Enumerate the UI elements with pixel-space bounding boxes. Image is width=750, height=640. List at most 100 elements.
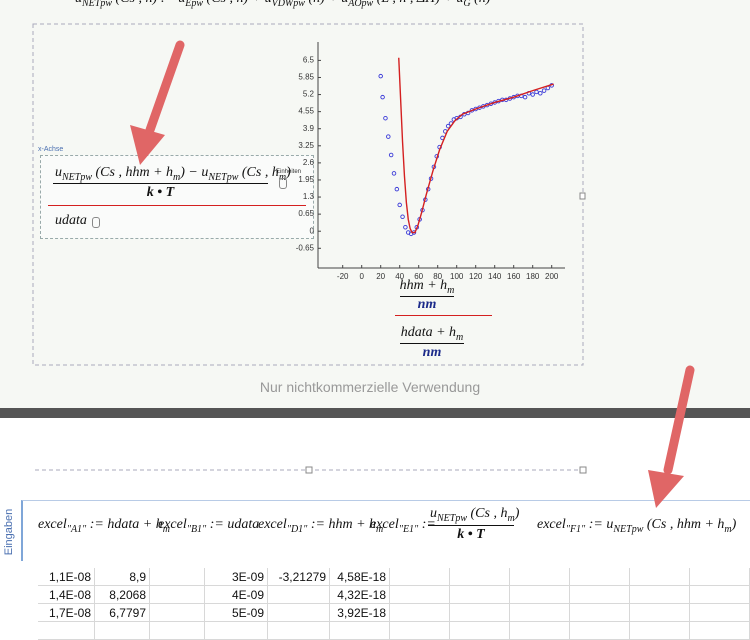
cell[interactable] <box>150 586 205 604</box>
x-tick-label: 60 <box>414 272 423 281</box>
formula-text: (Cs , n) + u <box>203 0 272 6</box>
formula-text: excel <box>158 517 187 532</box>
formula-text: := <box>418 517 436 532</box>
y-tick-label: 0.65 <box>298 209 314 218</box>
point <box>397 202 402 208</box>
formula-text: ) − u <box>180 165 209 180</box>
subscript: "E1" <box>398 523 419 535</box>
subscript: "F1" <box>565 523 586 535</box>
x-tick-label: 200 <box>545 272 559 281</box>
excel-formula: excel"D1" := hhm + hm <box>258 517 383 535</box>
x-label-numerator: hhm + hm <box>395 278 459 296</box>
formula-text: := hdata + h <box>86 517 163 532</box>
subscript: "B1" <box>186 523 207 535</box>
cell[interactable] <box>390 604 450 622</box>
subscript: m <box>376 523 384 535</box>
subscript: m <box>456 331 464 343</box>
formula-text: k • T <box>457 527 485 542</box>
subscript: m <box>507 512 515 524</box>
cell[interactable] <box>630 568 690 586</box>
cell[interactable]: 3,92E-18 <box>330 604 390 622</box>
x-tick-label: 160 <box>507 272 521 281</box>
cell[interactable] <box>510 568 570 586</box>
subscript: m <box>278 171 287 183</box>
point <box>394 186 400 192</box>
y-tick-label: 3.9 <box>303 124 315 133</box>
x-tick-label: 140 <box>488 272 502 281</box>
point <box>388 152 394 158</box>
point <box>378 73 383 79</box>
y-tick-label: 5.85 <box>298 73 314 82</box>
cell[interactable]: 8,2068 <box>95 586 150 604</box>
subscript: Epw <box>185 0 204 9</box>
cell[interactable] <box>450 586 510 604</box>
formula-text: k • T <box>146 185 175 200</box>
x-tick-label: 80 <box>433 272 442 281</box>
plot: 6.5 5.85 5.2 4.55 3.9 3.25 2.6 1.95 1.3 0.65 0 -0.6… <box>296 42 565 281</box>
excel-formula: excel"E1" := <box>370 517 436 535</box>
cell[interactable] <box>510 604 570 622</box>
cell[interactable]: 3E-09 <box>205 568 268 586</box>
header-formula: uNETpw (Cs , n) := uEpw (Cs , n) + uVDWp… <box>75 0 490 9</box>
cell[interactable] <box>390 586 450 604</box>
subscript: NETpw <box>613 523 644 535</box>
input-region[interactable] <box>21 500 750 561</box>
cell[interactable] <box>570 586 630 604</box>
subscript: NETpw <box>62 171 93 183</box>
cell[interactable] <box>570 604 630 622</box>
axis-label-box[interactable] <box>40 155 314 239</box>
formula-text: (Cs , hhm + h <box>92 165 174 180</box>
region-frame <box>32 23 584 366</box>
cell[interactable]: 8,9 <box>95 568 150 586</box>
cell[interactable]: 6,7797 <box>95 604 150 622</box>
subscript: m <box>162 523 170 535</box>
cell[interactable] <box>570 568 630 586</box>
cell[interactable] <box>268 604 330 622</box>
y-tick-label: 5.2 <box>303 90 315 99</box>
x-tick-label: 40 <box>395 272 404 281</box>
cell[interactable]: 4E-09 <box>205 586 268 604</box>
y-tick-label: -0.65 <box>296 243 315 252</box>
cell[interactable] <box>150 604 205 622</box>
cell[interactable] <box>510 586 570 604</box>
cell[interactable] <box>268 586 330 604</box>
cell[interactable]: 1,7E-08 <box>38 604 95 622</box>
point <box>386 134 391 139</box>
cell[interactable]: 4,32E-18 <box>330 586 390 604</box>
subscript: m <box>173 171 181 183</box>
resize-handle[interactable] <box>579 192 586 200</box>
axis-tag: x-Achse <box>38 146 64 153</box>
cell[interactable]: -3,21279 <box>268 568 330 586</box>
cell[interactable] <box>390 568 450 586</box>
x-tick-label: 180 <box>526 272 540 281</box>
cell[interactable] <box>450 604 510 622</box>
cell[interactable]: 4,58E-18 <box>330 568 390 586</box>
x-label-numerator: hdata + hm <box>395 325 469 343</box>
cell[interactable]: 1,4E-08 <box>38 586 95 604</box>
point <box>403 225 408 230</box>
point <box>380 94 385 100</box>
cell[interactable] <box>630 604 690 622</box>
formula-text: excel <box>258 517 287 532</box>
resize-handle[interactable] <box>579 466 587 474</box>
formula-text: nm <box>422 345 442 360</box>
cell[interactable] <box>450 568 510 586</box>
y-tick-label: 1.95 <box>298 175 314 184</box>
x-tick-label: 120 <box>469 272 483 281</box>
resize-handle[interactable] <box>305 466 313 474</box>
y-tick-label: 1.3 <box>303 192 315 201</box>
cell[interactable] <box>630 586 690 604</box>
cell[interactable] <box>150 568 205 586</box>
point <box>522 94 528 100</box>
cell[interactable]: 1,1E-08 <box>38 568 95 586</box>
cell[interactable]: 5E-09 <box>205 604 268 622</box>
units-placeholder[interactable] <box>279 178 287 189</box>
formula-text: u <box>75 0 82 6</box>
formula-text: ) <box>731 517 737 532</box>
fraction-line <box>400 343 464 344</box>
fraction-line <box>400 296 454 297</box>
point <box>530 92 535 97</box>
units-placeholder[interactable] <box>92 217 100 228</box>
formula-text: (Cs , n) := u <box>112 0 186 6</box>
point <box>391 171 397 176</box>
